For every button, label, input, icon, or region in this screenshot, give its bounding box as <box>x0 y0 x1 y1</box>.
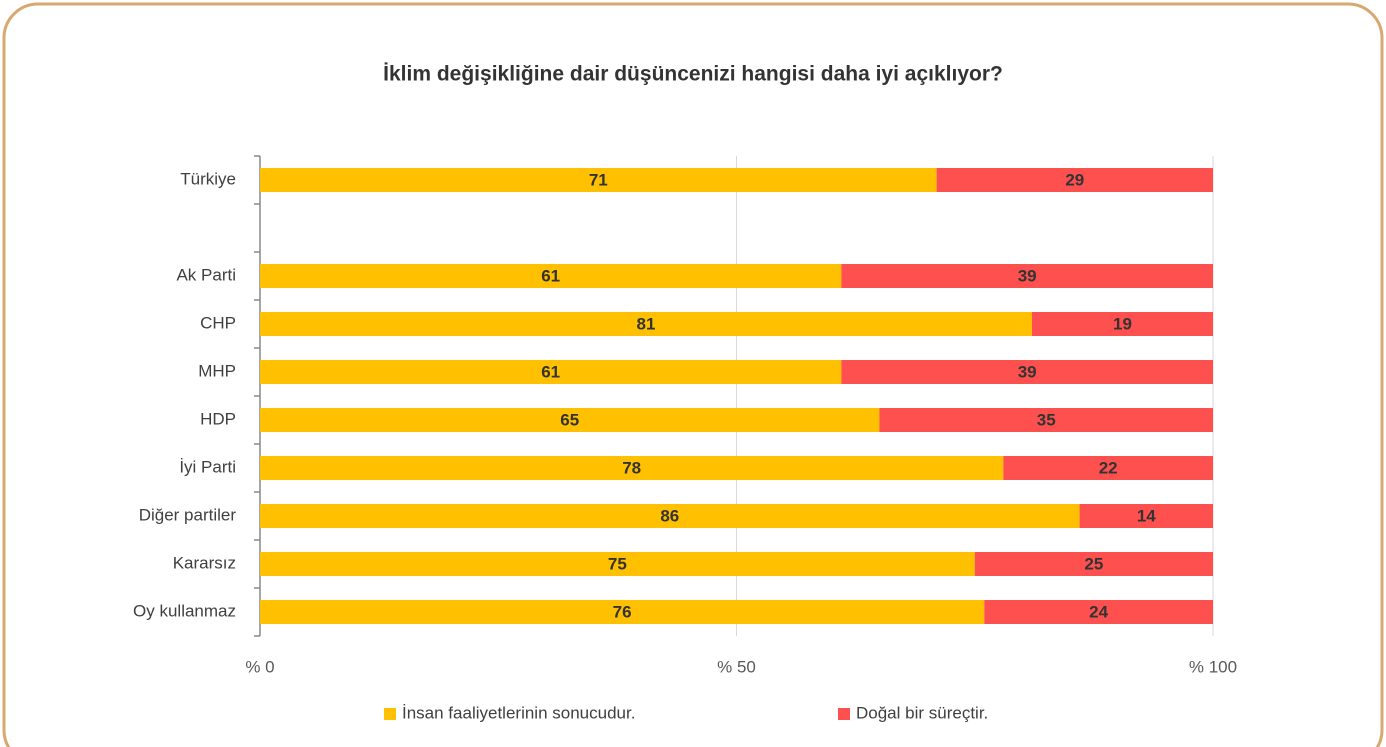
data-label: 24 <box>1089 602 1108 621</box>
y-tick-label: Kararsız <box>173 553 236 572</box>
bar-segment <box>260 552 975 576</box>
y-tick-label: Türkiye <box>180 169 236 188</box>
data-label: 14 <box>1137 506 1156 525</box>
bar-segment <box>260 264 842 288</box>
x-tick-label: % 100 <box>1189 657 1237 676</box>
data-label: 39 <box>1018 266 1037 285</box>
legend-swatch <box>384 708 396 720</box>
data-label: 75 <box>608 554 627 573</box>
data-label: 39 <box>1018 362 1037 381</box>
data-label: 71 <box>589 170 608 189</box>
x-tick-label: % 0 <box>245 657 274 676</box>
legend-label: Doğal bir süreçtir. <box>856 703 988 722</box>
y-tick-label: MHP <box>198 361 236 380</box>
y-tick-label: İyi Parti <box>179 457 236 476</box>
y-tick-label: Diğer partiler <box>139 505 237 524</box>
bar-segment <box>1079 504 1213 528</box>
bar-segment <box>879 408 1213 432</box>
legend-swatch <box>838 708 850 720</box>
bar-segment <box>260 456 1004 480</box>
bar-segment <box>260 360 842 384</box>
data-label: 19 <box>1113 314 1132 333</box>
y-tick-label: CHP <box>200 313 236 332</box>
bar-segment <box>260 504 1080 528</box>
data-label: 35 <box>1037 410 1056 429</box>
chart-title: İklim değişikliğine dair düşüncenizi han… <box>383 63 1003 86</box>
y-tick-label: HDP <box>200 409 236 428</box>
y-tick-label: Oy kullanmaz <box>133 601 236 620</box>
bar-segment <box>260 312 1032 336</box>
y-tick-label: Ak Parti <box>176 265 236 284</box>
bar-segment <box>260 408 880 432</box>
data-label: 22 <box>1099 458 1118 477</box>
bar-segment <box>841 264 1213 288</box>
data-label: 61 <box>541 266 560 285</box>
data-label: 76 <box>613 602 632 621</box>
bar-segment <box>1031 312 1213 336</box>
data-label: 65 <box>560 410 579 429</box>
data-label: 29 <box>1065 170 1084 189</box>
bar-segment <box>984 600 1213 624</box>
bar-segment <box>1003 456 1213 480</box>
data-label: 86 <box>660 506 679 525</box>
bar-segment <box>260 168 937 192</box>
data-label: 81 <box>637 314 656 333</box>
legend-label: İnsan faaliyetlerinin sonucudur. <box>402 703 635 722</box>
data-label: 25 <box>1084 554 1103 573</box>
data-label: 61 <box>541 362 560 381</box>
bar-segment <box>974 552 1213 576</box>
data-label: 78 <box>622 458 641 477</box>
bar-segment <box>936 168 1213 192</box>
bar-segment <box>260 600 985 624</box>
bar-segment <box>841 360 1213 384</box>
x-tick-label: % 50 <box>717 657 756 676</box>
